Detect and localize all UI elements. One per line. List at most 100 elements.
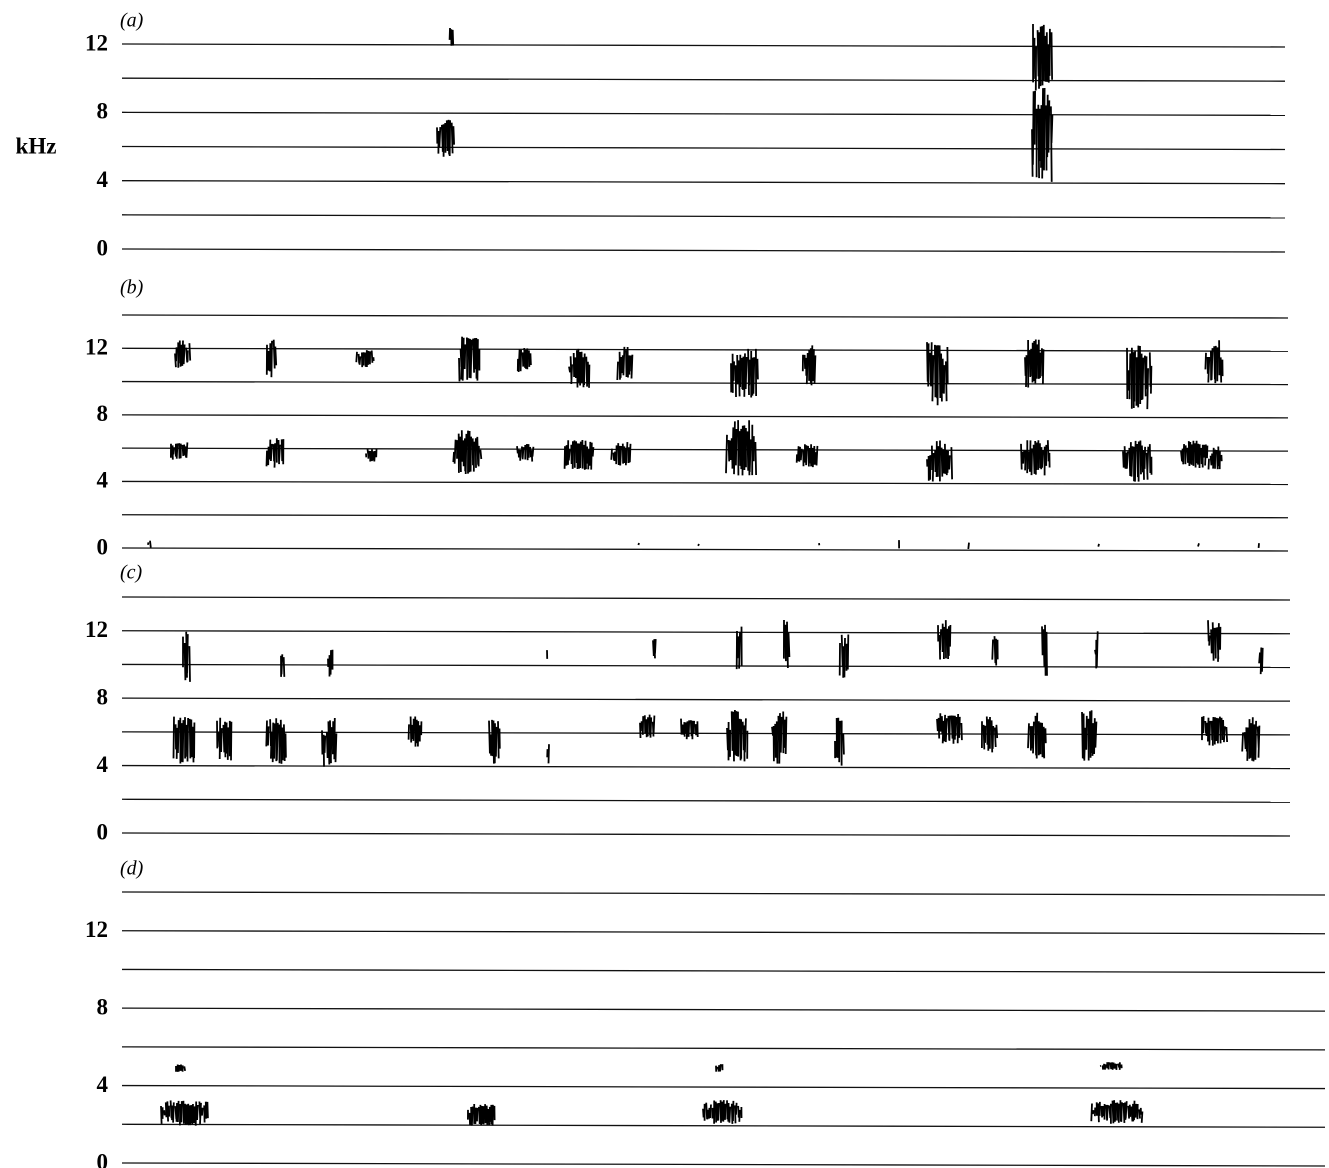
spectrogram-trace [725,420,757,476]
spectrogram-trace [488,719,501,764]
spectrogram-trace [783,619,791,669]
spectrogram-trace [801,345,817,386]
spectrogram-trace [1041,624,1048,676]
spectrogram-trace [160,1100,209,1126]
y-tick-label: 4 [97,1072,109,1097]
spectrogram-trace [1099,1062,1123,1070]
y-tick-label: 8 [97,99,109,124]
spectrogram-trace [365,448,378,462]
spectrogram-trace [147,540,152,548]
spectrogram-trace [937,620,952,660]
spectrogram-trace [355,350,375,368]
spectrogram-trace [715,1064,724,1072]
grid-line [121,1084,1326,1090]
y-tick-label: 4 [97,752,109,777]
spectrogram-trace [1204,340,1224,384]
spectrogram-trace [467,1104,496,1126]
spectrogram-trace [216,717,233,761]
grid-line [121,314,1289,319]
spectrogram-trace [680,718,699,740]
spectrogram-trace [321,717,338,767]
spectrogram-trace [170,442,189,460]
panel-label: (b) [120,277,144,299]
spectrogram-trace [172,716,196,764]
grid-line [121,798,1291,803]
grid-line [121,547,1289,552]
grid-line [121,596,1291,601]
spectrogram-trace [1031,87,1054,182]
spectrogram-trace [1207,446,1223,470]
spectrogram-trace [1126,345,1153,410]
spectrogram-trace [1097,543,1100,547]
spectrogram-trace [174,340,192,368]
y-tick-label: 8 [97,684,109,709]
spectrogram-trace [730,348,759,398]
spectrogram-trace [1027,712,1047,759]
spectrogram-trace [616,346,634,381]
grid-line [121,480,1289,486]
grid-line [121,1046,1326,1051]
spectrogram-trace [936,713,963,744]
spectrogram-trace [1081,710,1098,761]
spectrogram-trace [280,654,286,677]
spectrogram-trace [407,716,423,747]
y-tick-label: 0 [97,1149,109,1168]
grid-line [121,731,1291,736]
spectrogram-trace [1258,647,1264,675]
grid-line [121,1007,1326,1012]
spectrogram-trace [991,636,999,666]
spectrogram-trace [563,439,595,470]
spectrogram-trace [726,710,749,762]
grid-line [121,630,1291,635]
grid-line [121,514,1289,519]
grid-line [121,764,1291,770]
spectrogram-trace [458,336,481,382]
spectrogram-trace [1032,23,1053,91]
y-tick-label: 0 [97,534,109,559]
grid-line [121,891,1326,896]
grid-line [121,968,1326,974]
grid-line [121,145,1286,151]
spectrogram-trace [1090,1100,1144,1124]
grid-line [121,380,1289,386]
spectrogram-trace [735,626,743,670]
spectrogram-trace [327,649,334,677]
spectrogram-trace [639,714,656,739]
y-tick-label: 12 [85,335,108,360]
spectrogram-trace [1201,716,1228,746]
y-tick-label: 4 [97,468,109,493]
grid-line [121,697,1291,702]
grid-line [121,663,1291,669]
panel-label: (d) [120,858,144,880]
spectrogram-trace [436,119,455,157]
grid-line [121,111,1286,116]
y-unit: kHz [16,133,57,158]
panel-label: (a) [120,10,144,32]
grid-line [121,930,1326,935]
spectrogram-trace [926,440,953,482]
spectrogram-trace [838,634,850,678]
spectrogram-trace [610,442,632,466]
grid-line [121,1162,1326,1167]
spectrogram-trace [1122,440,1153,482]
spectrogram-trace [697,543,700,547]
grid-line [121,1123,1326,1128]
y-tick-label: 8 [97,401,109,426]
grid-line [121,347,1289,352]
y-tick-label: 8 [97,994,109,1019]
panel-label: (c) [120,562,143,584]
spectrogram-trace [182,631,191,682]
spectrogram-trace [1094,631,1099,669]
spectrogram-trace [516,444,535,462]
spectrogram-trace [265,718,287,764]
y-tick-label: 12 [85,917,108,942]
spectrogram-trace [702,1100,743,1124]
y-tick-label: 0 [97,819,109,844]
spectrogram-trace [265,339,278,378]
grid-line [121,447,1289,452]
spectrogram-trace [1024,339,1045,388]
spectrogram-trace [568,348,591,388]
spectrogram-trace [771,711,788,764]
spectrogram-trace [926,342,949,406]
